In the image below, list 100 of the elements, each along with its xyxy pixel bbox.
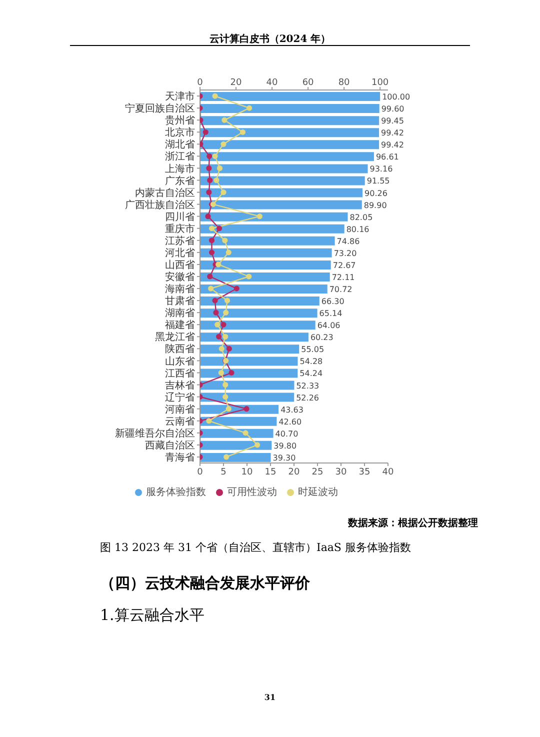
x-tick-label: 25: [312, 467, 324, 478]
point: [207, 274, 213, 280]
legend-label: 服务体验指数: [146, 487, 206, 498]
x-tick-label: 20: [288, 467, 300, 478]
x2-tick-label: 60: [302, 78, 314, 88]
point: [208, 226, 215, 232]
data-label: 99.60: [381, 104, 404, 114]
y-tick-label: 福建省: [165, 319, 195, 332]
point: [206, 165, 212, 172]
data-label: 80.16: [346, 224, 370, 234]
data-label: 96.61: [376, 152, 399, 162]
data-label: 40.70: [275, 429, 298, 438]
data-label: 72.11: [332, 272, 355, 282]
data-label: 65.14: [319, 309, 342, 318]
y-tick-label: 云南省: [165, 415, 195, 428]
point: [240, 129, 246, 135]
point: [254, 442, 260, 448]
data-label: 54.28: [300, 357, 323, 366]
data-label: 64.06: [317, 321, 340, 330]
point: [207, 177, 213, 184]
source-note: 数据来源：根据公开数据整理: [348, 516, 478, 530]
text: 图 13 2023 年 31 个省（自治区、直辖市）IaaS 服务体验指数: [100, 540, 411, 555]
y-tick-label: 江西省: [165, 367, 195, 380]
y-tick-label: 河北省: [165, 246, 195, 259]
x-tick-label: 35: [358, 467, 370, 478]
text: 1.算云融合水平: [100, 606, 204, 625]
y-tick-label: 广东省: [165, 174, 195, 187]
data-label: 91.55: [366, 176, 390, 186]
point: [205, 214, 211, 220]
data-label: 54.24: [300, 369, 323, 378]
y-tick-label: 黑龙江省: [155, 331, 195, 344]
x-tick-label: 15: [264, 467, 276, 478]
y-tick-label: 安徽省: [165, 271, 195, 284]
legend-label: 时延波动: [298, 487, 338, 498]
point: [223, 310, 229, 316]
data-label: 73.20: [334, 248, 357, 258]
data-label: 55.05: [301, 345, 324, 354]
data-label: 99.42: [381, 128, 404, 138]
y-tick-label: 湖北省: [165, 138, 195, 151]
y-tick-label: 重庆市: [165, 222, 195, 235]
point: [234, 286, 240, 292]
data-label: 90.26: [364, 188, 388, 198]
point: [222, 382, 228, 388]
point: [220, 141, 226, 147]
point: [208, 250, 215, 256]
x-tick-label: 0: [197, 467, 204, 478]
point: [212, 298, 218, 304]
data-label: 52.26: [296, 393, 320, 402]
data-label: 100.00: [382, 92, 410, 102]
text: 31: [263, 692, 277, 702]
legend-label: 可用性波动: [227, 487, 277, 498]
text: （四）云技术融合发展水平评价: [100, 574, 310, 593]
x2-tick-label: 100: [371, 78, 389, 88]
point: [242, 430, 248, 436]
x-tick-label: 10: [241, 467, 253, 478]
point: [224, 298, 230, 304]
data-label: 70.72: [329, 285, 352, 294]
data-label: 39.30: [272, 453, 296, 462]
y-tick-label: 广西壮族自治区: [125, 198, 195, 211]
point: [206, 153, 212, 159]
point: [206, 418, 212, 424]
y-tick-label: 甘肃省: [165, 295, 195, 308]
data-label: 39.80: [274, 441, 297, 450]
point: [256, 214, 262, 220]
x2-tick-label: 80: [338, 78, 350, 88]
data-label: 99.45: [381, 116, 404, 126]
point: [216, 262, 222, 268]
point: [220, 322, 226, 328]
data-label: 72.67: [332, 260, 356, 270]
y-tick-label: 河南省: [165, 403, 195, 416]
data-label: 66.30: [321, 297, 344, 306]
point: [216, 226, 222, 232]
text: 云计算白皮书（2024 年）: [208, 32, 332, 46]
x2-tick-label: 20: [230, 78, 242, 88]
y-tick-label: 海南省: [165, 283, 195, 296]
data-label: 99.42: [381, 140, 404, 150]
y-tick-label: 青海省: [165, 452, 195, 464]
x2-tick-label: 0: [197, 78, 204, 88]
y-tick-label: 江苏省: [165, 234, 195, 247]
data-label: 60.23: [310, 333, 334, 342]
y-tick-label: 新疆维吾尔自治区: [115, 427, 195, 440]
data-label: 43.63: [280, 405, 304, 414]
x-tick-label: 5: [220, 467, 226, 478]
point: [220, 189, 226, 196]
y-tick-label: 吉林省: [165, 379, 195, 392]
data-label: 89.90: [364, 200, 387, 210]
data-label: 74.86: [336, 236, 360, 246]
point: [208, 286, 214, 292]
point: [216, 334, 222, 340]
point: [212, 153, 218, 159]
data-label: 93.16: [370, 164, 393, 174]
point: [214, 322, 220, 328]
y-tick-label: 北京市: [165, 126, 195, 139]
data-label: 42.60: [278, 417, 302, 426]
point: [222, 238, 228, 244]
point: [222, 334, 228, 340]
y-tick-label: 上海市: [165, 162, 195, 175]
point: [246, 274, 252, 280]
point: [218, 346, 224, 352]
y-tick-label: 四川省: [165, 210, 195, 223]
